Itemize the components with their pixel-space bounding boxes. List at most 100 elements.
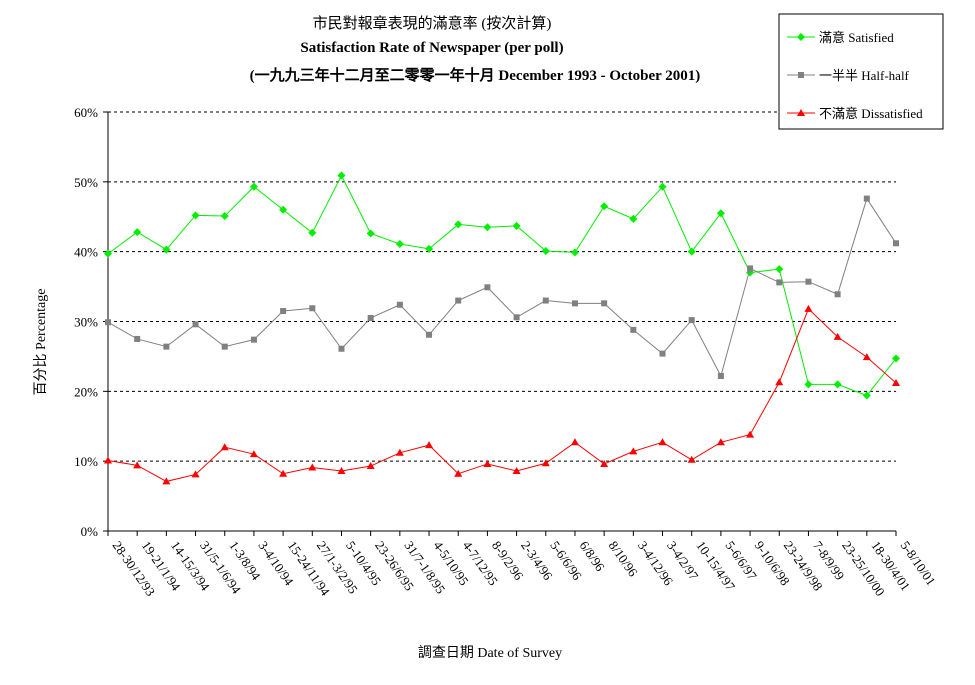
data-point [425, 441, 434, 449]
data-point [862, 353, 871, 361]
legend: 滿意 Satisfied 一半半 Half-half 不滿意 Dissatisfie… [778, 13, 944, 130]
data-point [134, 335, 141, 342]
data-point [220, 212, 229, 221]
data-point [308, 228, 317, 237]
data-point [162, 245, 171, 254]
data-point [863, 195, 870, 202]
data-point [687, 247, 696, 256]
data-point [513, 314, 520, 321]
data-point [512, 466, 521, 474]
legend-marker [797, 109, 805, 116]
data-point [775, 378, 784, 386]
data-point [746, 430, 755, 438]
data-point [893, 240, 899, 247]
data-point [220, 443, 229, 451]
data-point [104, 456, 112, 464]
legend-marker [798, 72, 804, 78]
data-point [162, 477, 171, 485]
data-point [542, 297, 549, 304]
data-point [483, 223, 492, 232]
data-point [133, 461, 142, 469]
data-point [191, 211, 200, 220]
data-point [366, 462, 375, 470]
y-axis-label: 百分比 Percentage [33, 289, 49, 396]
data-point [601, 300, 608, 307]
data-point [659, 350, 666, 357]
series-line [107, 308, 897, 482]
data-point [804, 304, 813, 312]
data-point [483, 459, 492, 467]
series-layer [104, 171, 900, 485]
legend-label: 滿意 Satisfied [819, 30, 894, 45]
data-point [337, 171, 346, 180]
series-line [107, 174, 897, 397]
legend-label: 不滿意 Dissatisfied [819, 106, 923, 121]
data-point [395, 448, 404, 456]
data-point [570, 438, 579, 446]
chart-title: 市民對報章表現的滿意率 (按次計算) [313, 14, 552, 32]
data-point [425, 244, 434, 253]
data-point [279, 205, 288, 214]
data-point [892, 354, 900, 363]
data-point [454, 220, 463, 229]
y-tick-label: 0% [81, 524, 99, 539]
data-point [308, 463, 317, 471]
y-tick-label: 20% [74, 384, 98, 399]
data-point [541, 246, 550, 255]
data-point [133, 228, 142, 237]
data-point [221, 343, 228, 350]
data-point [688, 317, 695, 324]
data-point [834, 291, 841, 298]
data-point [163, 343, 170, 350]
x-axis-label: 調查日期 Date of Survey [418, 645, 562, 661]
data-point [776, 279, 783, 286]
data-point [249, 182, 258, 191]
y-tick-label: 10% [74, 454, 98, 469]
data-point [658, 438, 667, 446]
data-point [337, 466, 346, 474]
legend-label: 一半半 Half-half [819, 68, 910, 83]
y-tick-label: 40% [74, 245, 98, 260]
data-point [309, 305, 316, 312]
data-point [104, 249, 112, 258]
series-1 [104, 171, 900, 400]
data-point [338, 345, 345, 352]
data-point [805, 278, 812, 285]
data-point [191, 470, 200, 478]
data-point [570, 248, 579, 257]
data-point [541, 459, 550, 467]
data-point [775, 265, 784, 274]
data-point [279, 469, 288, 477]
series-2 [105, 195, 899, 379]
data-point [366, 229, 375, 238]
legend-box [778, 13, 944, 130]
data-point [658, 182, 667, 191]
x-tick-label: 8/10/96 [606, 538, 641, 580]
y-tick-label: 50% [74, 175, 98, 190]
data-point [629, 214, 638, 223]
data-point [454, 469, 463, 477]
data-point [833, 332, 842, 340]
data-point [426, 331, 433, 338]
data-point [717, 372, 724, 379]
data-point [747, 265, 754, 272]
legend-marker [797, 33, 805, 41]
data-point [630, 326, 637, 333]
data-point [629, 447, 638, 455]
data-point [600, 202, 609, 211]
axes: 0%10%20%30%40%50%60%28-30/12/9319-21/1/9… [74, 105, 939, 599]
data-point [571, 300, 578, 307]
data-point [395, 239, 404, 248]
data-point [192, 321, 199, 328]
data-point [687, 455, 696, 463]
chart-subtitle-2: (一九九三年十二月至二零零一年十月 December 1993 - Octobe… [250, 66, 701, 84]
data-point [396, 301, 403, 308]
grid [108, 111, 896, 462]
data-point [892, 378, 900, 386]
data-point [484, 284, 491, 291]
data-point [833, 380, 842, 389]
series-line [107, 197, 897, 378]
chart-subtitle: Satisfaction Rate of Newspaper (per poll… [300, 40, 563, 56]
